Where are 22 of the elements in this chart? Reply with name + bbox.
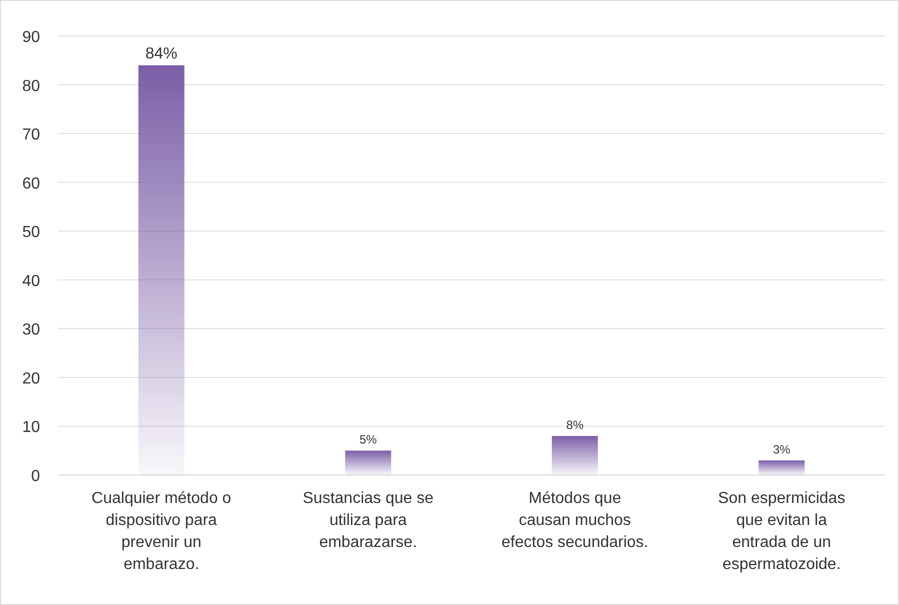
y-tick-label: 80	[22, 78, 40, 95]
y-tick-label: 30	[22, 322, 40, 339]
x-tick-label: Métodos que causan muchos efectos secundarios.	[502, 490, 648, 551]
y-tick-label: 0	[31, 468, 40, 485]
data-label: 8%	[566, 418, 584, 432]
y-tick-label: 60	[22, 175, 40, 192]
y-tick-label: 50	[22, 224, 40, 242]
x-tick-label: Cualquier método o dispositivo para prevenir un embarazo.	[92, 490, 232, 573]
data-label: 5%	[359, 432, 378, 447]
y-tick-label: 70	[22, 126, 40, 144]
bar	[758, 460, 805, 475]
y-tick-label: 10	[22, 419, 40, 436]
x-tick-label: Sustancias que se utiliza para embarazarse.	[302, 490, 434, 551]
data-label: 84%	[145, 45, 178, 62]
y-tick-label: 20	[22, 370, 40, 388]
y-tick-label: 90	[22, 29, 40, 46]
y-tick-label: 40	[22, 272, 40, 290]
bar	[138, 65, 184, 475]
bar	[345, 450, 392, 475]
data-label: 3%	[772, 442, 791, 456]
x-tick-label: Son espermicidas que evitan la entrada de un espermatozoide.	[718, 490, 846, 573]
bar	[552, 436, 598, 475]
